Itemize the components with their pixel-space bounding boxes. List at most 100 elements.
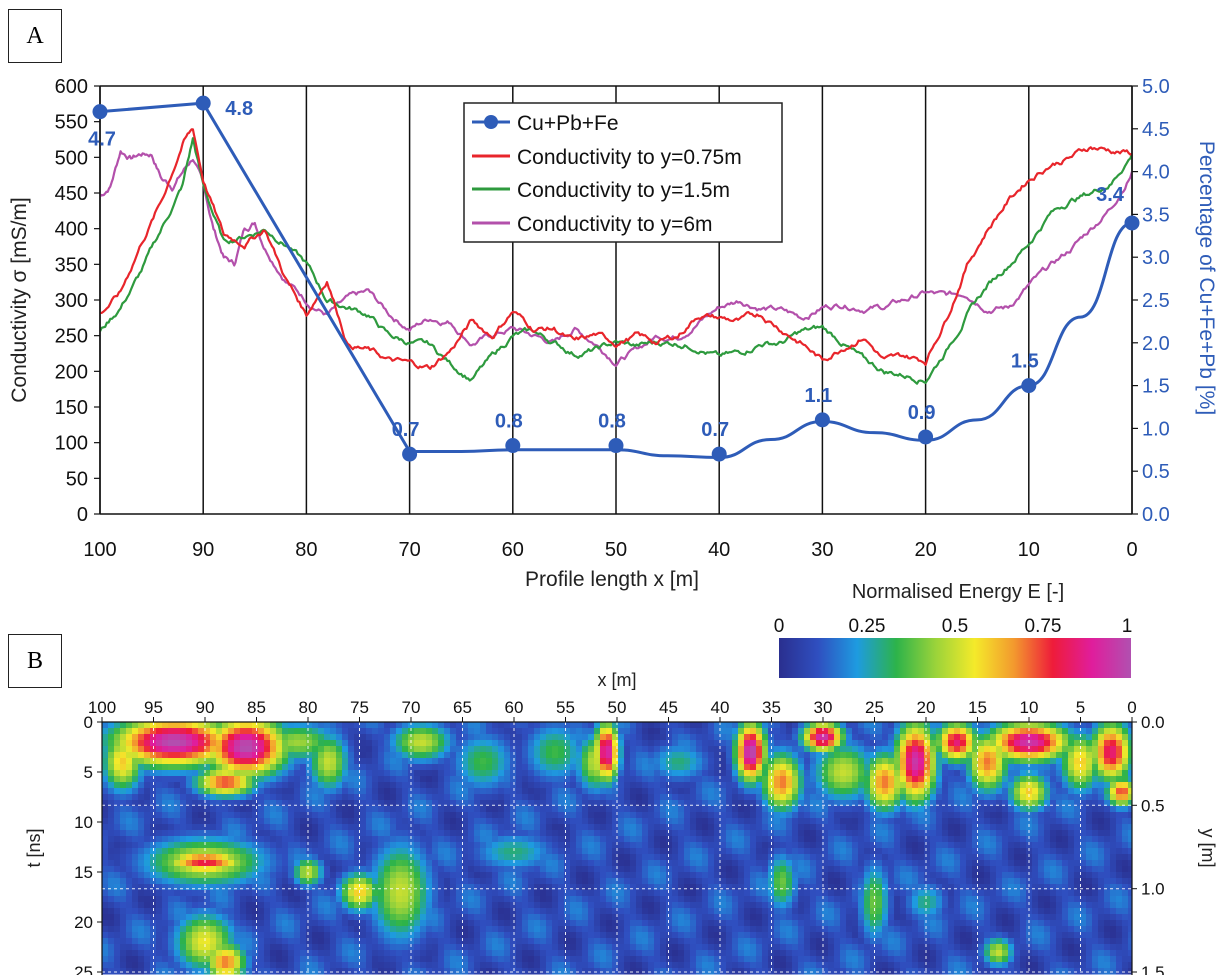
heatmap-cell	[234, 788, 241, 795]
heatmap-cell	[1020, 752, 1027, 759]
heatmap-cell	[732, 866, 739, 873]
heatmap-cell	[384, 806, 391, 813]
heatmap-cell	[666, 776, 673, 783]
heatmap-cell	[318, 884, 325, 891]
heatmap-cell	[150, 752, 157, 759]
heatmap-cell	[534, 878, 541, 885]
heatmap-cell	[366, 872, 373, 879]
heatmap-cell	[378, 722, 385, 729]
heatmap-cell	[600, 842, 607, 849]
heatmap-cell	[948, 860, 955, 867]
heatmap-cell	[654, 770, 661, 777]
heatmap-cell	[144, 752, 151, 759]
heatmap-cell	[360, 734, 367, 741]
heatmap-cell	[276, 752, 283, 759]
heatmap-cell	[876, 842, 883, 849]
heatmap-cell	[636, 818, 643, 825]
heatmap-cell	[432, 752, 439, 759]
heatmap-cell	[618, 842, 625, 849]
heatmap-cell	[372, 866, 379, 873]
heatmap-cell	[1020, 848, 1027, 855]
heatmap-cell	[1122, 806, 1129, 813]
heatmap-cell	[510, 758, 517, 765]
heatmap-cell	[882, 806, 889, 813]
heatmap-cell	[222, 722, 229, 729]
heatmap-cell	[1038, 770, 1045, 777]
heatmap-cell	[612, 770, 619, 777]
heatmap-cell	[222, 830, 229, 837]
heatmap-cell	[780, 818, 787, 825]
heatmap-cell	[462, 836, 469, 843]
heatmap-cell	[456, 884, 463, 891]
heatmap-cell	[480, 794, 487, 801]
heatmap-cell	[156, 836, 163, 843]
heatmap-cell	[480, 860, 487, 867]
heatmap-cell	[684, 770, 691, 777]
heatmap-cell	[180, 800, 187, 807]
heatmap-cell	[1002, 866, 1009, 873]
heatmap-cell	[450, 824, 457, 831]
heatmap-cell	[366, 770, 373, 777]
heatmap-cell	[276, 722, 283, 729]
heatmap-cell	[996, 884, 1003, 891]
heatmap-cell	[480, 806, 487, 813]
heatmap-cell	[354, 872, 361, 879]
heatmap-cell	[1074, 872, 1081, 879]
heatmap-cell	[702, 884, 709, 891]
heatmap-cell	[414, 824, 421, 831]
heatmap-cell	[642, 854, 649, 861]
heatmap-cell	[636, 884, 643, 891]
heatmap-cell	[642, 794, 649, 801]
heatmap-cell	[678, 812, 685, 819]
heatmap-cell	[126, 836, 133, 843]
heatmap-cell	[426, 776, 433, 783]
heatmap-cell	[414, 812, 421, 819]
heatmap-cell	[846, 722, 853, 729]
heatmap-cell	[1020, 800, 1027, 807]
heatmap-cell	[642, 860, 649, 867]
heatmap-cell	[630, 740, 637, 747]
heatmap-cell	[648, 812, 655, 819]
heatmap-cell	[282, 866, 289, 873]
heatmap-cell	[786, 770, 793, 777]
heatmap-cell	[1038, 878, 1045, 885]
heatmap-cell	[1092, 848, 1099, 855]
heatmap-cell	[1110, 818, 1117, 825]
heatmap-cell	[318, 740, 325, 747]
heatmap-cell	[330, 836, 337, 843]
heatmap-cell	[570, 758, 577, 765]
x-tick-label: 80	[295, 539, 317, 561]
heatmap-cell	[330, 806, 337, 813]
metals-point-label: 3.4	[1096, 184, 1125, 206]
heatmap-cell	[630, 848, 637, 855]
heatmap-cell	[648, 764, 655, 771]
heatmap-cell	[810, 764, 817, 771]
heatmap-cell	[528, 836, 535, 843]
heatmap-cell	[540, 740, 547, 747]
heatmap-cell	[462, 764, 469, 771]
heatmap-cell	[216, 788, 223, 795]
heatmap-cell	[978, 854, 985, 861]
heatmap-cell	[168, 848, 175, 855]
heatmap-cell	[522, 728, 529, 735]
heatmap-cell	[828, 842, 835, 849]
heatmap-cell	[306, 836, 313, 843]
heatmap-cell	[696, 800, 703, 807]
heatmap-cell	[1098, 782, 1105, 789]
heatmap-cell	[600, 746, 607, 753]
heatmap-cell	[1020, 836, 1027, 843]
heatmap-cell	[252, 764, 259, 771]
metals-point	[918, 429, 934, 445]
heatmap-cell	[258, 770, 265, 777]
heatmap-cell	[684, 824, 691, 831]
heatmap-cell	[180, 824, 187, 831]
heatmap-cell	[1074, 800, 1081, 807]
heatmap-cell	[126, 794, 133, 801]
heatmap-cell	[606, 854, 613, 861]
heatmap-cell	[738, 848, 745, 855]
heatmap-cell	[738, 794, 745, 801]
heatmap-cell	[342, 782, 349, 789]
heatmap-cell	[948, 728, 955, 735]
heatmap-cell	[810, 818, 817, 825]
heatmap-cell	[336, 884, 343, 891]
